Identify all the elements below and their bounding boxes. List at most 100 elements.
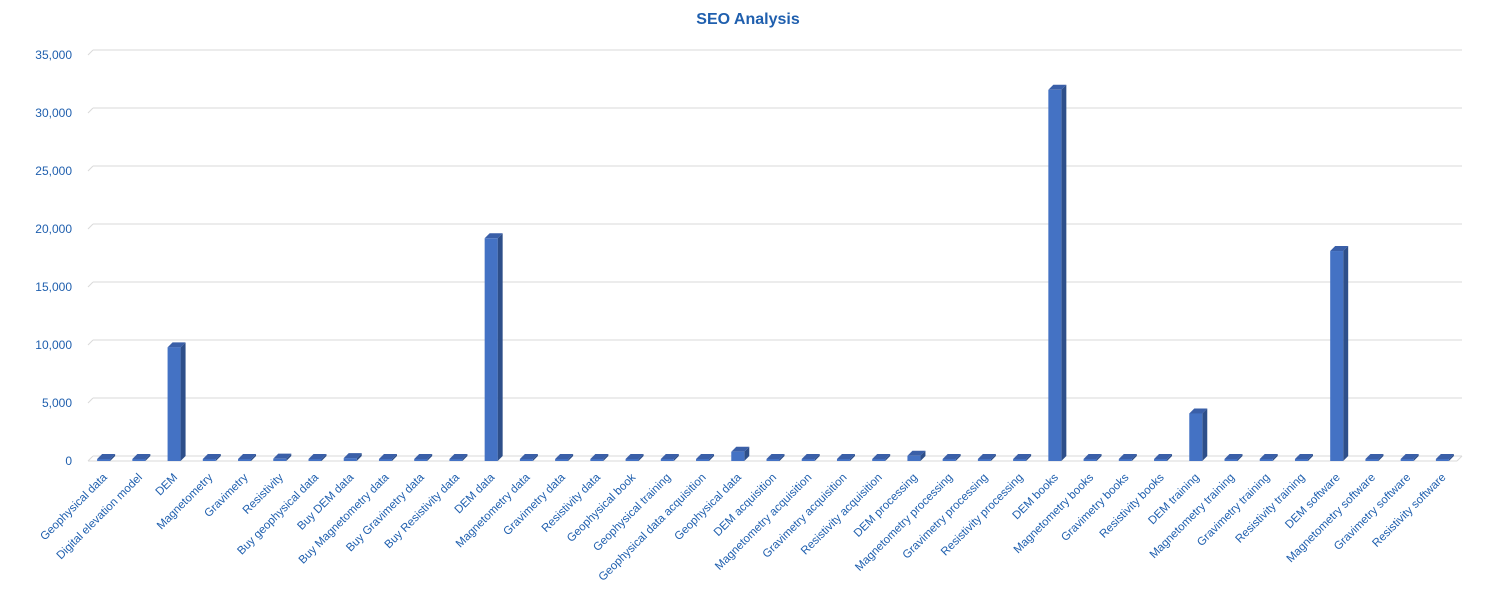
bar-top <box>1365 454 1384 459</box>
bar-top <box>1189 408 1208 414</box>
gridline-edge <box>87 455 94 462</box>
bar-side <box>1448 454 1454 461</box>
bar-top <box>484 233 503 239</box>
gridline-edge <box>87 339 94 346</box>
bar <box>1259 454 1278 461</box>
bar-top <box>660 454 679 459</box>
bar-top <box>1259 454 1278 459</box>
bar-top <box>1083 454 1102 459</box>
bar-front <box>766 459 780 461</box>
bar-front <box>132 459 146 461</box>
bar-front <box>484 238 498 461</box>
bar-front <box>1330 251 1344 461</box>
bar-front <box>1048 89 1062 462</box>
bar-front <box>1365 459 1379 461</box>
bar <box>590 454 609 461</box>
x-tick-label: DEM acquisition <box>712 472 779 539</box>
bar-side <box>1096 454 1102 461</box>
bar-front <box>660 459 674 461</box>
bar-top <box>1013 454 1032 459</box>
bar-front <box>1083 459 1097 461</box>
chart-title: SEO Analysis <box>696 11 800 28</box>
y-tick-label: 25,000 <box>35 164 72 178</box>
bar <box>343 453 362 461</box>
bar-side <box>955 454 961 461</box>
bar <box>696 454 715 461</box>
bar-front <box>414 459 428 461</box>
bar-top <box>238 454 257 459</box>
floor-edge <box>1456 455 1463 462</box>
bar-side <box>1167 454 1173 461</box>
bar-top <box>449 454 468 459</box>
x-tick-label: DEM <box>154 472 181 499</box>
bar-side <box>1307 454 1313 461</box>
bar <box>766 454 785 461</box>
bar-side <box>709 454 715 461</box>
bar-side <box>462 454 468 461</box>
bar-side <box>1202 408 1208 461</box>
bar <box>977 454 996 461</box>
bar-top <box>308 454 327 459</box>
bar-front <box>555 459 569 461</box>
bar <box>1048 84 1067 462</box>
bar <box>1435 454 1454 461</box>
bar-top <box>414 454 433 459</box>
x-tick-label: Gravimetry data <box>501 471 568 538</box>
bar-front <box>343 458 357 461</box>
bar-top <box>1400 454 1419 459</box>
bar-top <box>132 454 151 459</box>
bar-side <box>779 454 785 461</box>
bar <box>238 454 257 461</box>
bar-side <box>532 454 538 461</box>
gridline-edge <box>87 281 94 288</box>
bar <box>907 450 926 461</box>
bar <box>378 454 397 461</box>
bar-top <box>766 454 785 459</box>
y-tick-label: 20,000 <box>35 222 72 236</box>
bar <box>555 454 574 461</box>
gridlines <box>87 49 1463 462</box>
gridline-edge <box>87 223 94 230</box>
bar-side <box>1131 454 1137 461</box>
bar-side <box>180 342 186 461</box>
bar-top <box>273 453 292 459</box>
bar-side <box>1378 454 1384 461</box>
bar-front <box>1400 459 1414 461</box>
bar-side <box>1061 84 1067 462</box>
bar-side <box>814 454 820 461</box>
bar-side <box>215 454 221 461</box>
y-tick-label: 15,000 <box>35 280 72 294</box>
bar-top <box>977 454 996 459</box>
bar <box>449 454 468 461</box>
bar <box>836 454 855 461</box>
bar-side <box>673 454 679 461</box>
bar-front <box>519 459 533 461</box>
bar-top <box>167 342 186 348</box>
bar <box>1365 454 1384 461</box>
bar-front <box>449 459 463 461</box>
bar-front <box>308 459 322 461</box>
bar-top <box>1118 454 1137 459</box>
bar-top <box>625 454 644 459</box>
bar-top <box>801 454 820 459</box>
x-tick-label: Resistivity books <box>1098 471 1167 540</box>
bar-front <box>731 451 745 461</box>
gridline-edge <box>87 165 94 172</box>
y-tick-label: 30,000 <box>35 106 72 120</box>
bar-side <box>990 454 996 461</box>
bar-top <box>696 454 715 459</box>
bar-top <box>378 454 397 459</box>
bars <box>97 84 1454 462</box>
bar-front <box>1259 459 1273 461</box>
bar-top <box>1154 454 1173 459</box>
bar-front <box>97 459 111 461</box>
bar-front <box>1013 459 1027 461</box>
bar-side <box>497 233 503 461</box>
bar-front <box>696 459 710 461</box>
bar <box>1224 454 1243 461</box>
gridline-edge <box>87 107 94 114</box>
bar-side <box>744 446 750 461</box>
bar <box>872 454 891 461</box>
bar-side <box>286 453 292 461</box>
